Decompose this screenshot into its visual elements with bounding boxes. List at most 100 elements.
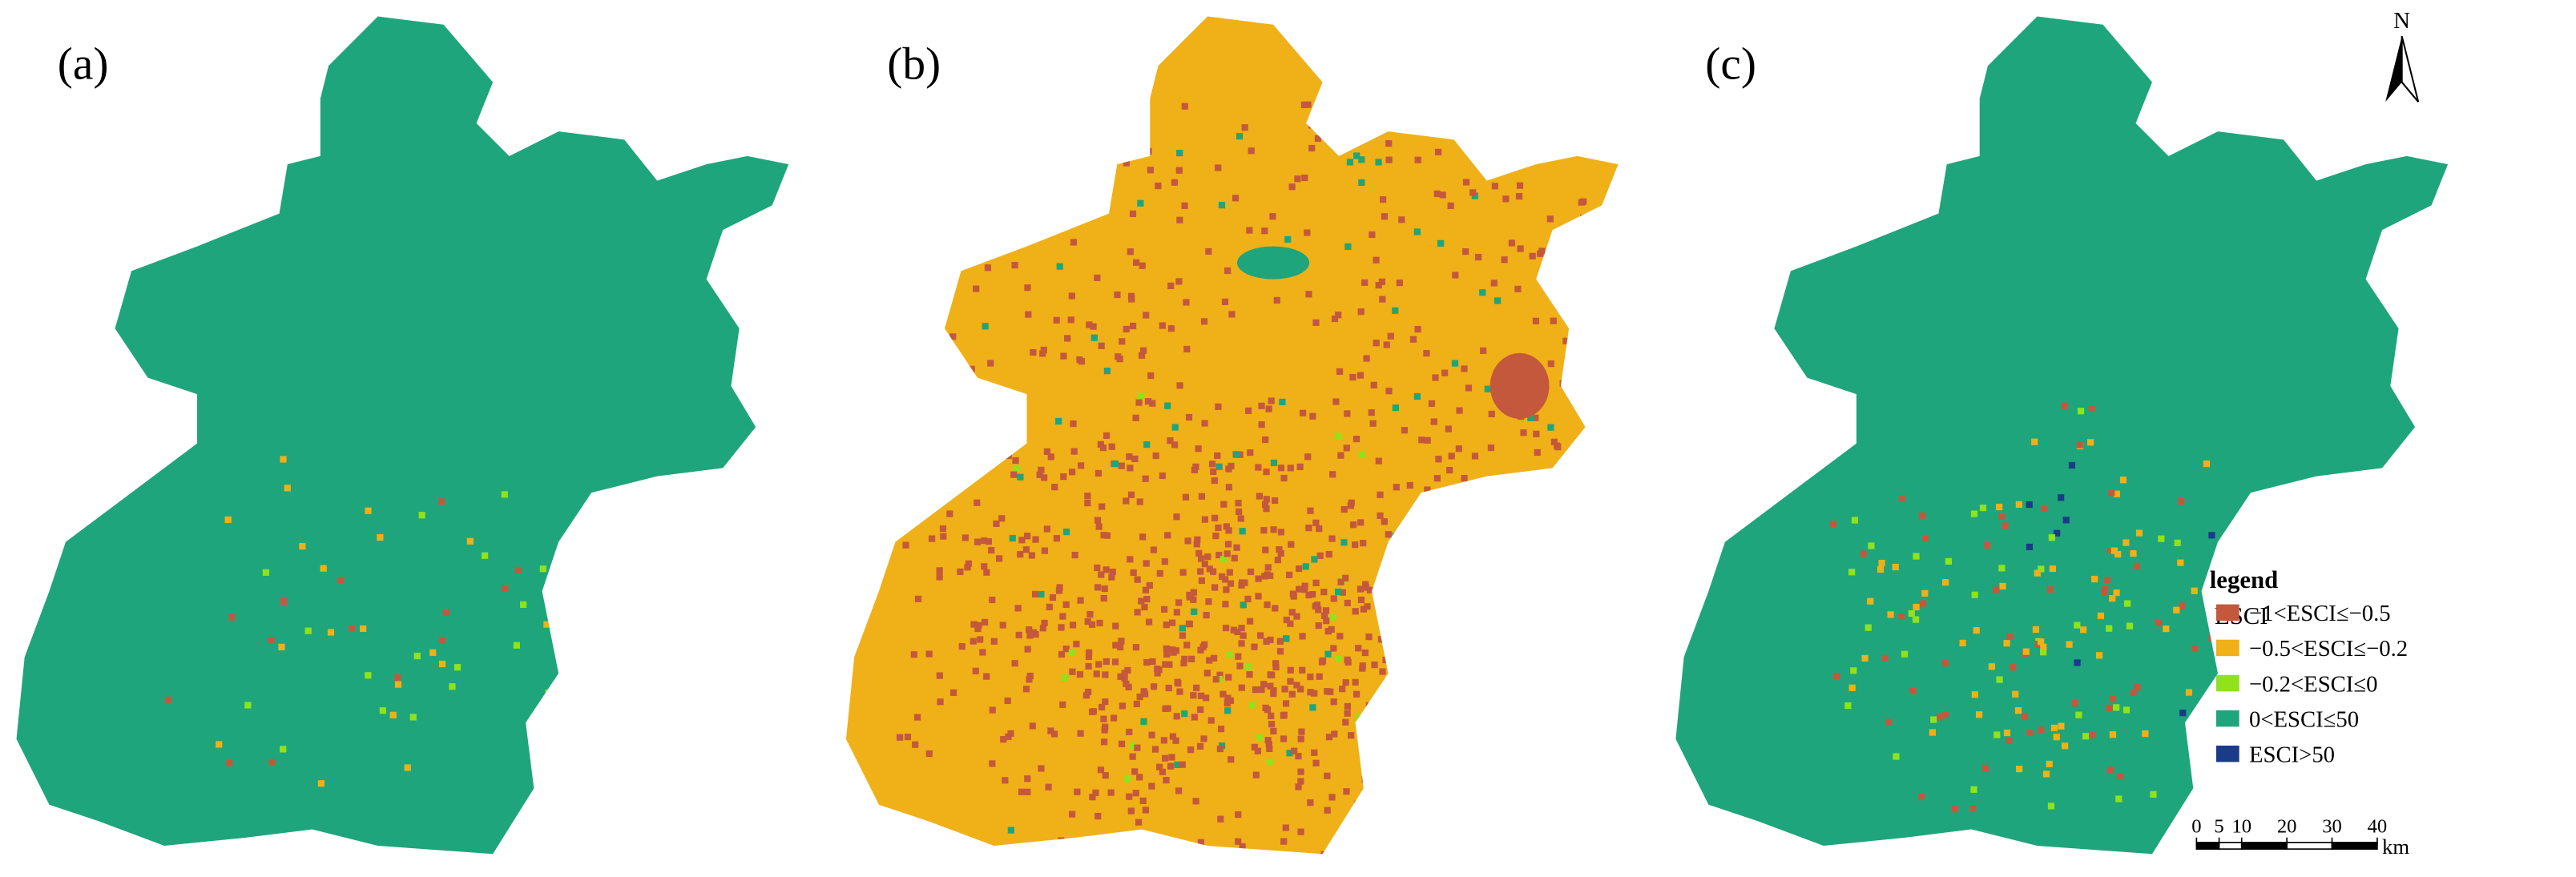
legend-swatch (2215, 745, 2239, 762)
cell (1217, 815, 1224, 823)
cell (1150, 546, 1158, 553)
cell (1185, 620, 1193, 627)
cell (1175, 278, 1183, 285)
cell (1913, 603, 1920, 611)
cell (1222, 601, 1229, 608)
cell (1088, 621, 1096, 628)
cell (1382, 843, 1389, 851)
cell (1359, 842, 1366, 849)
cell (1339, 685, 1346, 693)
cell (1263, 505, 1270, 513)
cell (599, 710, 607, 718)
cell (1179, 632, 1187, 639)
legend-swatch (2215, 710, 2239, 727)
cell (1004, 697, 1011, 705)
cell (1238, 684, 1245, 691)
cell (1885, 718, 1893, 726)
cell (1366, 737, 1373, 745)
cell (1210, 654, 1218, 662)
cell (2150, 791, 2157, 798)
cell (1026, 626, 1033, 634)
cell (1417, 545, 1425, 553)
cell (454, 664, 462, 671)
cell (1241, 124, 1248, 131)
cell (1140, 688, 1147, 695)
cell (429, 649, 437, 656)
cell (973, 285, 980, 292)
cell (2089, 731, 2096, 738)
cell (1445, 506, 1453, 514)
cell (1861, 654, 1869, 662)
cell (1148, 782, 1155, 790)
cell (1281, 686, 1288, 693)
cell (1901, 650, 1909, 658)
cell (1108, 106, 1116, 113)
cell (1415, 636, 1422, 644)
cell (937, 698, 944, 706)
cell (1534, 471, 1542, 478)
cell (1382, 656, 1389, 664)
cell (438, 498, 445, 505)
cell (1501, 256, 1508, 264)
cell (1187, 592, 1195, 599)
cell (1425, 635, 1433, 642)
cell (949, 689, 957, 696)
cell (1092, 789, 1099, 796)
cell (1277, 465, 1285, 472)
cell (1270, 727, 1277, 735)
cell (1441, 595, 1449, 602)
cell (1356, 714, 1363, 721)
cell (1414, 156, 1421, 163)
cell (1533, 430, 1540, 437)
cell (1173, 609, 1180, 616)
cell (964, 564, 971, 571)
cell (1261, 227, 1268, 235)
panel-label: (c) (1705, 38, 1756, 89)
cell (1988, 663, 1995, 670)
cell (1357, 308, 1365, 316)
cell (1053, 316, 1060, 324)
cell (1416, 122, 1423, 129)
cell (1519, 676, 1526, 683)
cell (1237, 515, 1244, 522)
cell (1335, 655, 1342, 662)
cell (1137, 392, 1144, 400)
cell (1908, 609, 1915, 618)
cell (1488, 583, 1495, 590)
cell (1461, 803, 1468, 810)
cell (1043, 448, 1051, 455)
cell (1267, 682, 1274, 690)
cell (1435, 606, 1442, 613)
cell (1163, 622, 1170, 629)
cell (268, 758, 276, 766)
cell (1247, 449, 1254, 457)
cell (2010, 663, 2017, 671)
cell (1094, 517, 1102, 524)
cell (940, 533, 947, 540)
cell (1211, 514, 1219, 521)
cell (1026, 632, 1034, 639)
cell (1139, 137, 1147, 144)
cell (1168, 754, 1175, 761)
cell (1136, 693, 1143, 701)
cell (1344, 656, 1351, 663)
cell (1355, 645, 1362, 652)
cell (1050, 730, 1058, 738)
cell (1549, 692, 1557, 699)
cell (1262, 546, 1269, 553)
cell (1455, 600, 1462, 607)
cell (1038, 590, 1045, 598)
cell (1297, 768, 1304, 775)
cell (1447, 558, 1454, 565)
cell (2091, 575, 2098, 583)
cell (1993, 586, 2000, 593)
cell (1480, 712, 1487, 719)
cell (1304, 453, 1312, 461)
cell (1179, 569, 1187, 576)
scale-tick-label: 40 (2368, 816, 2388, 838)
cell (1188, 655, 1195, 662)
cell (1332, 398, 1340, 405)
cell (1379, 668, 1386, 675)
scale-tick-label: 5 (2214, 816, 2223, 838)
cell (2106, 704, 2113, 712)
